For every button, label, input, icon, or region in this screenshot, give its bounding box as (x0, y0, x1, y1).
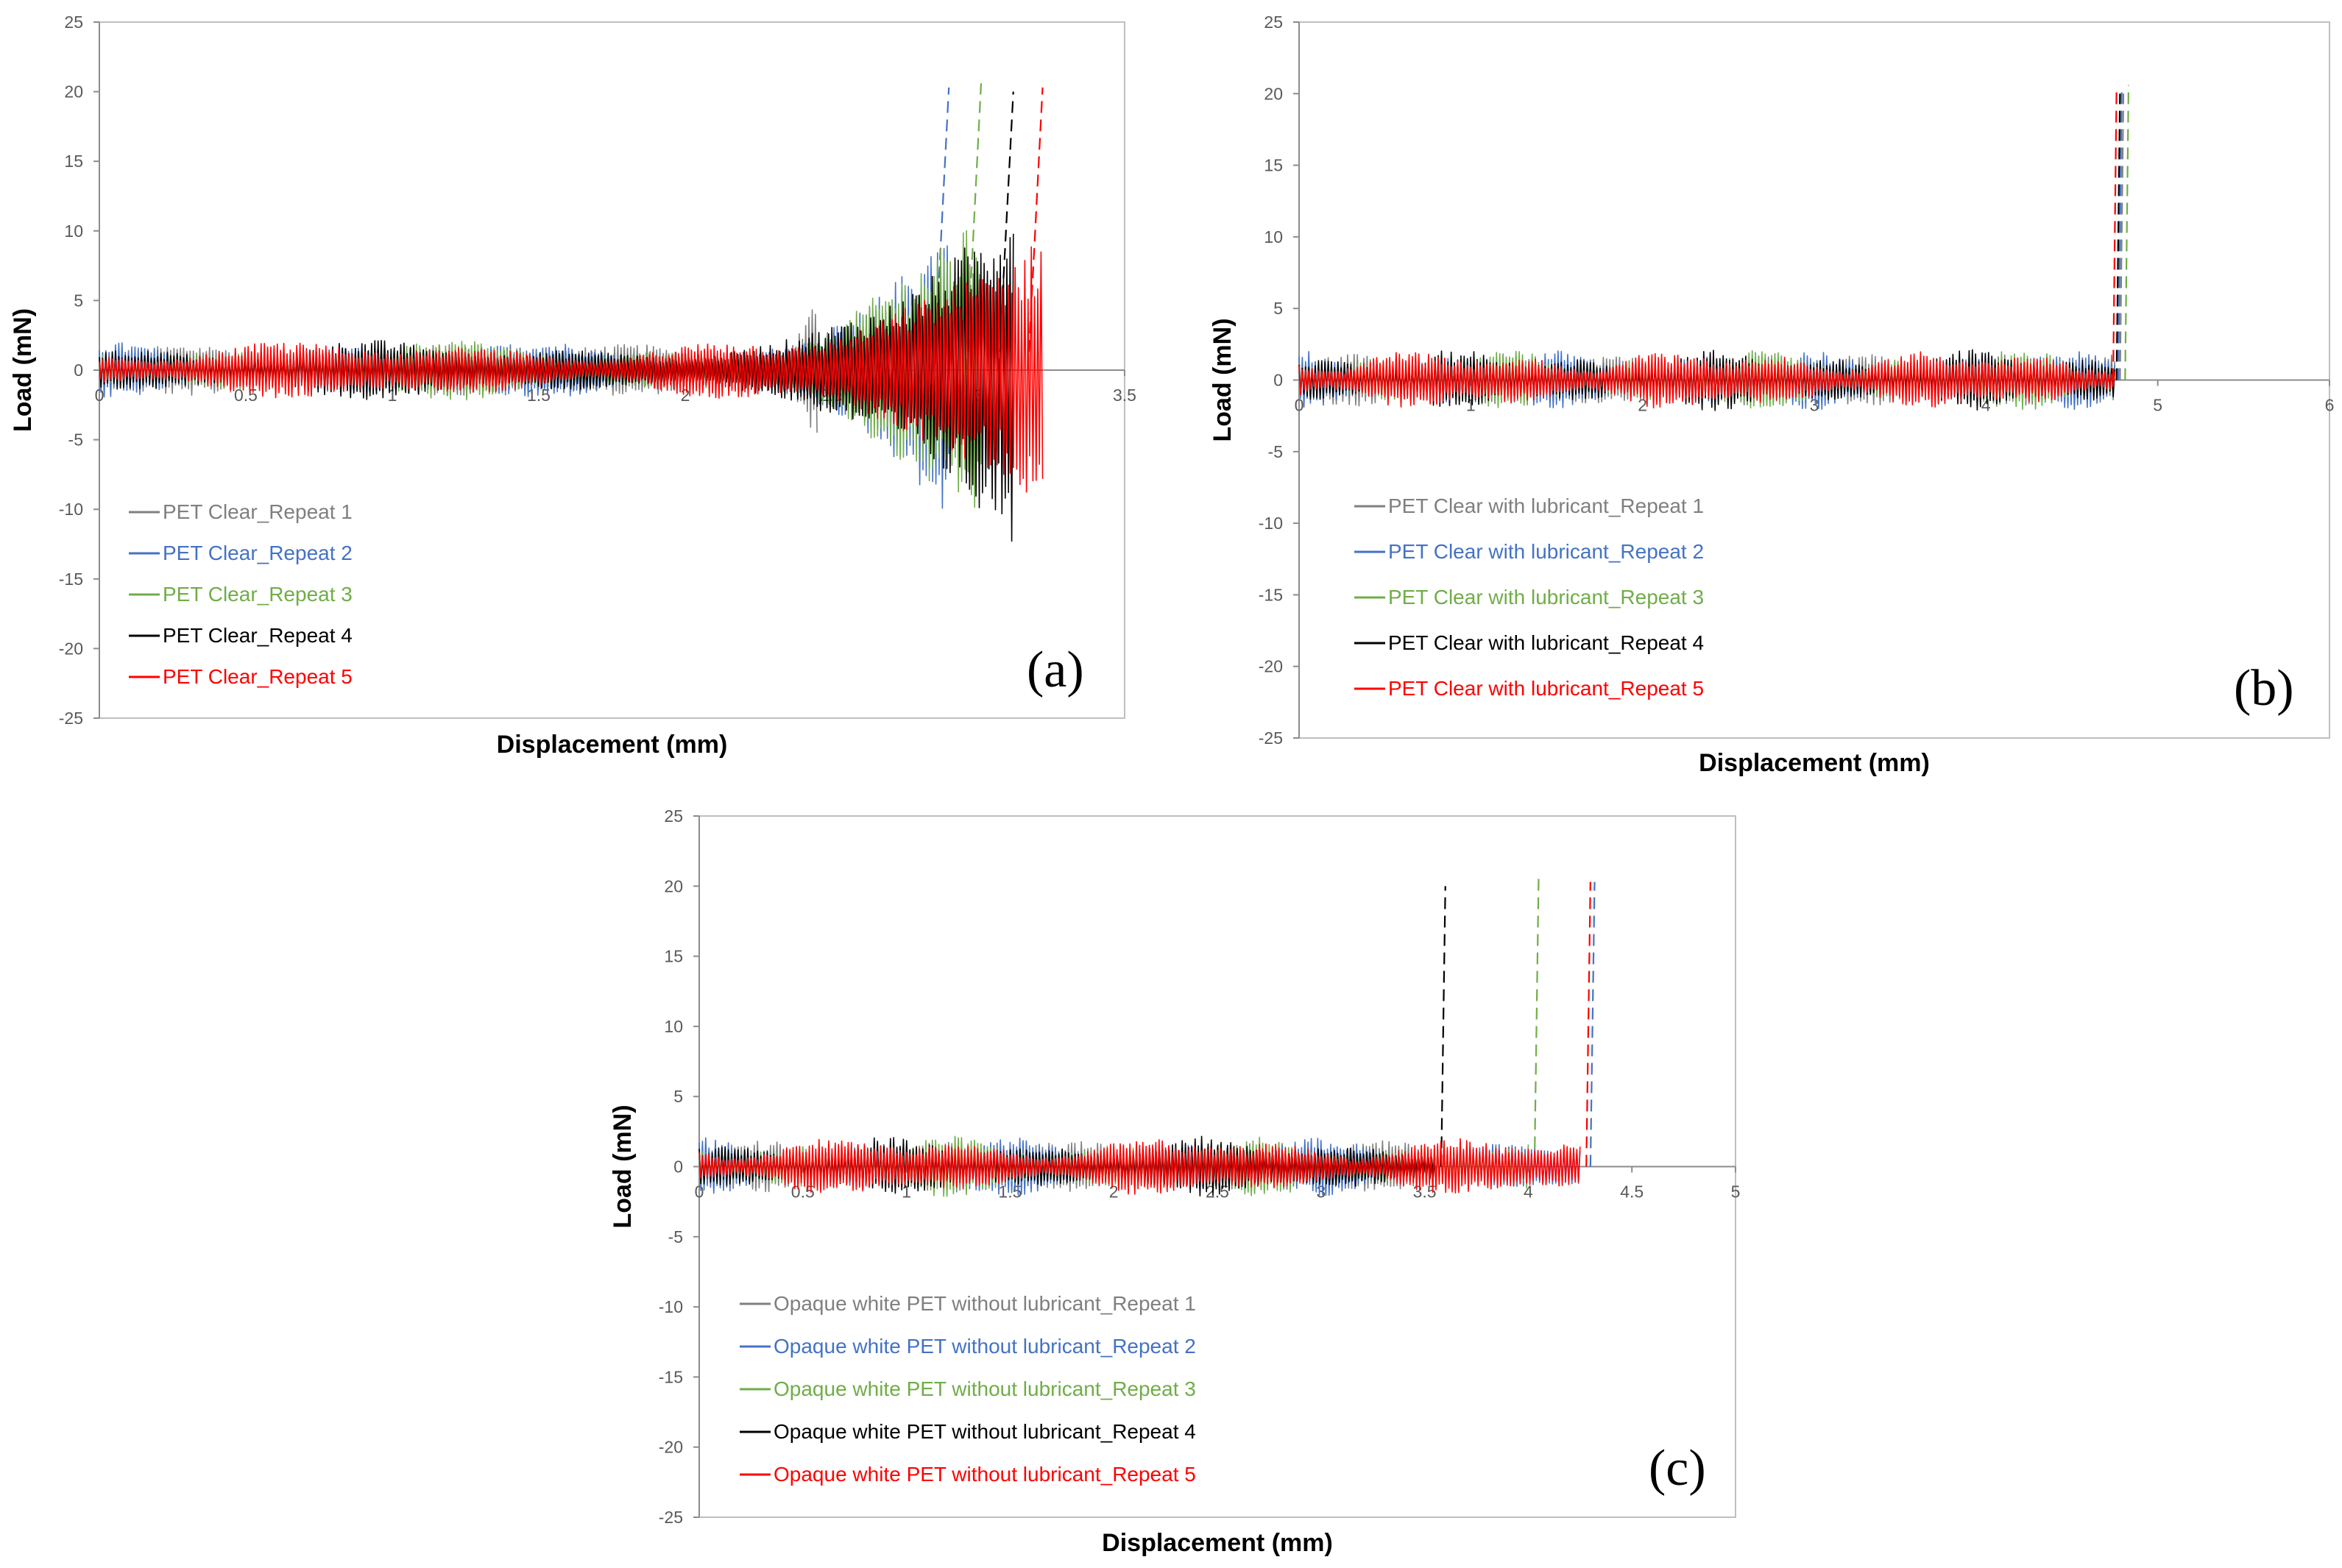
series-4-trace (1298, 349, 2116, 411)
x-tick-label: 6 (2325, 396, 2335, 415)
y-tick-label: -25 (659, 1508, 683, 1527)
legend-label-3: PET Clear_Repeat 3 (163, 583, 353, 606)
y-tick-label: 10 (64, 221, 83, 241)
legend-label-5: Opaque white PET without lubricant_Repea… (774, 1463, 1196, 1486)
y-axis-title: Load (mN) (9, 308, 37, 432)
x-axis-title: Displacement (mm) (1699, 749, 1930, 777)
x-tick-label: 2 (681, 386, 690, 405)
x-tick-label: 5 (2153, 396, 2162, 415)
legend-label-5: PET Clear with lubricant_Repeat 5 (1388, 677, 1704, 700)
legend-label-1: PET Clear with lubricant_Repeat 1 (1388, 494, 1704, 517)
y-tick-label: 10 (1264, 227, 1283, 246)
x-axis-title: Displacement (mm) (1102, 1529, 1333, 1557)
y-tick-label: -15 (659, 1367, 683, 1386)
x-tick-label: 3 (1810, 396, 1819, 415)
y-tick-label: 20 (664, 876, 683, 895)
legend-label-2: Opaque white PET without lubricant_Repea… (774, 1335, 1196, 1358)
series-4-rupture-line (997, 91, 1014, 371)
x-tick-label: 3 (1316, 1182, 1326, 1202)
x-tick-label: 1 (1466, 396, 1476, 415)
legend-label-3: PET Clear with lubricant_Repeat 3 (1388, 586, 1704, 609)
panel-label: (b) (2234, 660, 2294, 717)
y-tick-label: -10 (59, 500, 83, 519)
y-tick-label: 10 (664, 1017, 683, 1036)
y-tick-label: -25 (59, 709, 83, 728)
y-tick-label: 15 (664, 947, 683, 966)
legend-label-2: PET Clear_Repeat 2 (163, 542, 353, 564)
y-tick-label: 5 (1273, 299, 1283, 318)
y-tick-label: -20 (59, 639, 83, 658)
y-tick-label: -5 (68, 430, 83, 450)
y-tick-label: 0 (74, 361, 83, 380)
y-axis-title: Load (mN) (609, 1104, 637, 1228)
series-5-trace (698, 1138, 1581, 1195)
y-tick-label: 15 (64, 152, 83, 171)
x-tick-label: 1 (902, 1182, 911, 1202)
x-tick-label: 0 (1295, 396, 1304, 415)
series-1-rupture-line (2119, 93, 2125, 380)
y-tick-label: 20 (1264, 84, 1283, 103)
y-tick-label: 15 (1264, 156, 1283, 175)
y-tick-label: 5 (74, 291, 83, 310)
series-5-rupture-line (1027, 87, 1044, 371)
series-3-rupture-line (2124, 85, 2130, 380)
y-tick-label: 5 (673, 1087, 683, 1106)
y-tick-label: -15 (59, 570, 83, 589)
series-4-rupture-line (2115, 93, 2121, 380)
series-3-rupture-line (1533, 877, 1540, 1167)
legend-label-1: Opaque white PET without lubricant_Repea… (774, 1292, 1196, 1315)
y-tick-label: -25 (1259, 728, 1283, 748)
legend-label-3: Opaque white PET without lubricant_Repea… (774, 1377, 1196, 1400)
chart-panel-2: 25 20 15 10 5 0 -5 -10 -15 -20 -25 0 1 2 3 4 5 6 PET Clear… (1209, 13, 2334, 777)
legend-label-2: PET Clear with lubricant_Repeat 2 (1388, 540, 1704, 563)
y-tick-label: -20 (1259, 657, 1283, 676)
legend-label-4: Opaque white PET without lubricant_Repea… (774, 1420, 1196, 1443)
panel-label: (c) (1649, 1440, 1706, 1497)
x-axis-title: Displacement (mm) (497, 731, 728, 759)
series-5-rupture-line (2112, 89, 2118, 380)
y-tick-label: 20 (64, 82, 83, 102)
y-tick-label: -20 (659, 1438, 683, 1457)
x-tick-label: 0 (95, 386, 105, 405)
y-tick-label: -10 (1259, 514, 1283, 533)
x-tick-label: 2 (1109, 1182, 1119, 1202)
series-2-rupture-line (2117, 89, 2123, 380)
y-tick-label: 0 (673, 1157, 683, 1177)
y-tick-label: 25 (64, 13, 83, 32)
series-2-rupture-line (1589, 881, 1596, 1167)
x-tick-label: 3.5 (1113, 386, 1136, 405)
x-tick-label: 4.5 (1620, 1182, 1644, 1202)
panel-label: (a) (1027, 642, 1084, 698)
y-axis-title: Load (mN) (1209, 318, 1237, 441)
x-tick-label: 4 (1524, 1182, 1533, 1202)
legend-label-5: PET Clear_Repeat 5 (163, 665, 353, 688)
x-tick-label: 0 (695, 1182, 704, 1202)
y-tick-label: -15 (1259, 585, 1283, 604)
series-5-rupture-line (1585, 881, 1591, 1167)
series-4-rupture-line (1440, 886, 1446, 1167)
legend-label-4: PET Clear_Repeat 4 (163, 624, 353, 647)
x-tick-label: 2 (1638, 396, 1647, 415)
y-tick-label: -5 (668, 1227, 683, 1246)
y-tick-label: 25 (664, 806, 683, 826)
series-5-trace (1298, 351, 2116, 409)
x-tick-label: 5 (1731, 1182, 1741, 1202)
y-tick-label: 25 (1264, 13, 1283, 32)
legend-label-1: PET Clear_Repeat 1 (163, 500, 353, 523)
y-tick-label: -5 (1268, 442, 1283, 461)
x-tick-label: 4 (1981, 396, 1991, 415)
x-tick-label: 0.5 (234, 386, 258, 405)
series-5-trace (99, 246, 1044, 493)
legend-label-4: PET Clear with lubricant_Repeat 4 (1388, 631, 1704, 654)
y-tick-label: 0 (1273, 371, 1283, 390)
y-tick-label: -10 (659, 1297, 683, 1316)
